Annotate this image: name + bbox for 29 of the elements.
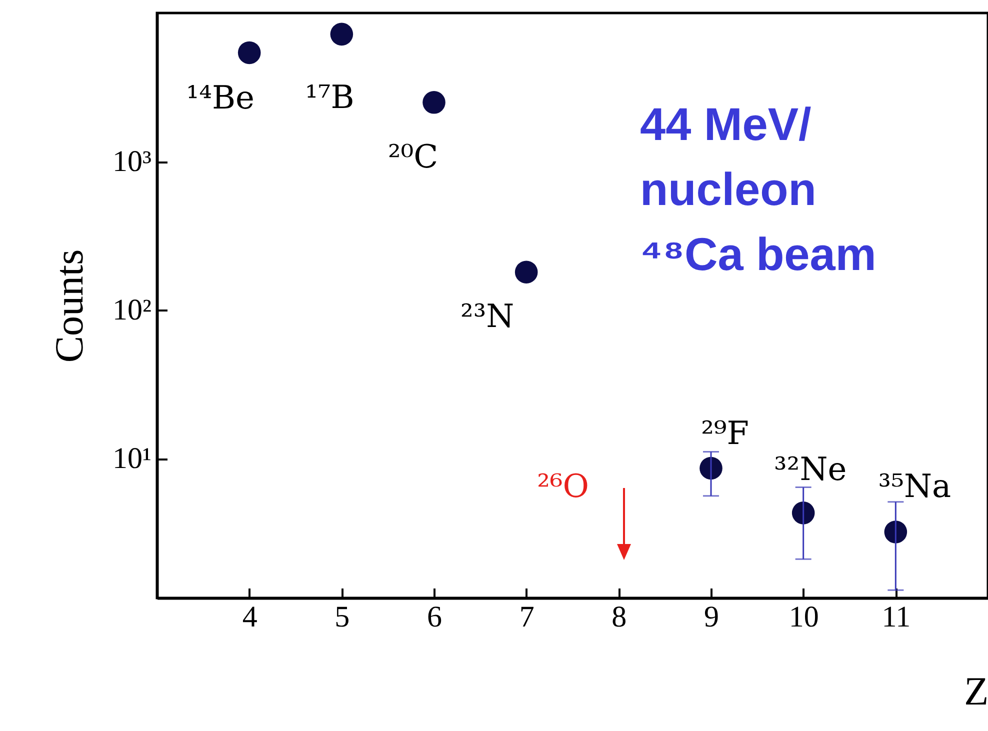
annotation: 44 MeV/ nucleon ⁴⁸Ca beam xyxy=(640,98,876,280)
y-tick-label: 10¹ xyxy=(112,442,152,476)
x-tick-label: 5 xyxy=(334,600,350,634)
point xyxy=(422,91,446,114)
point xyxy=(238,41,261,64)
y-axis-title: Counts xyxy=(46,249,92,363)
annotation: ³⁵Na xyxy=(878,466,952,505)
point xyxy=(700,456,722,480)
x-tick-label: 10 xyxy=(788,600,819,634)
annotation: ²⁹F xyxy=(701,414,749,452)
x-tick-label: 9 xyxy=(704,600,719,634)
point xyxy=(792,502,815,524)
y-tick-label: 10² xyxy=(112,294,152,327)
x-tick-label: 6 xyxy=(427,600,442,634)
annotation: ¹⁴Be xyxy=(186,78,254,117)
point xyxy=(514,260,538,284)
point xyxy=(330,22,354,46)
point xyxy=(884,520,908,544)
annotation: ²⁰C xyxy=(388,137,438,176)
annotation: ²³N xyxy=(460,297,514,336)
y-tick-label: 10³ xyxy=(112,145,152,178)
x-tick-label: 11 xyxy=(882,600,911,634)
x-tick-label: 7 xyxy=(519,600,534,634)
annotation: ³²Ne xyxy=(774,450,847,488)
x-tick-label: 8 xyxy=(612,600,627,634)
annotation: ¹⁷B xyxy=(305,78,354,116)
x-tick-label: 4 xyxy=(242,600,258,634)
x-axis-title: Z xyxy=(964,668,988,714)
annotation: ²⁶O xyxy=(537,467,589,505)
